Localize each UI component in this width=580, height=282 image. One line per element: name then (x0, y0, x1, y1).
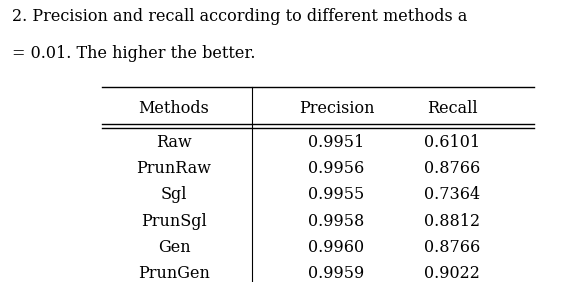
Text: 0.9959: 0.9959 (309, 265, 364, 282)
Text: PrunRaw: PrunRaw (136, 160, 212, 177)
Text: PrunGen: PrunGen (138, 265, 210, 282)
Text: Recall: Recall (427, 100, 478, 117)
Text: 0.9956: 0.9956 (309, 160, 364, 177)
Text: PrunSgl: PrunSgl (141, 213, 207, 230)
Text: 0.9960: 0.9960 (309, 239, 364, 256)
Text: 0.9958: 0.9958 (309, 213, 364, 230)
Text: = 0.01. The higher the better.: = 0.01. The higher the better. (12, 45, 255, 62)
Text: 0.8766: 0.8766 (425, 239, 480, 256)
Text: 0.8812: 0.8812 (425, 213, 480, 230)
Text: 0.9022: 0.9022 (425, 265, 480, 282)
Text: 0.6101: 0.6101 (425, 134, 480, 151)
Text: Precision: Precision (299, 100, 374, 117)
Text: 0.7364: 0.7364 (425, 186, 480, 203)
Text: 0.8766: 0.8766 (425, 160, 480, 177)
Text: Gen: Gen (158, 239, 190, 256)
Text: Sgl: Sgl (161, 186, 187, 203)
Text: 0.9955: 0.9955 (309, 186, 364, 203)
Text: Methods: Methods (139, 100, 209, 117)
Text: 0.9951: 0.9951 (309, 134, 364, 151)
Text: 2. Precision and recall according to different methods a: 2. Precision and recall according to dif… (12, 8, 467, 25)
Text: Raw: Raw (156, 134, 192, 151)
